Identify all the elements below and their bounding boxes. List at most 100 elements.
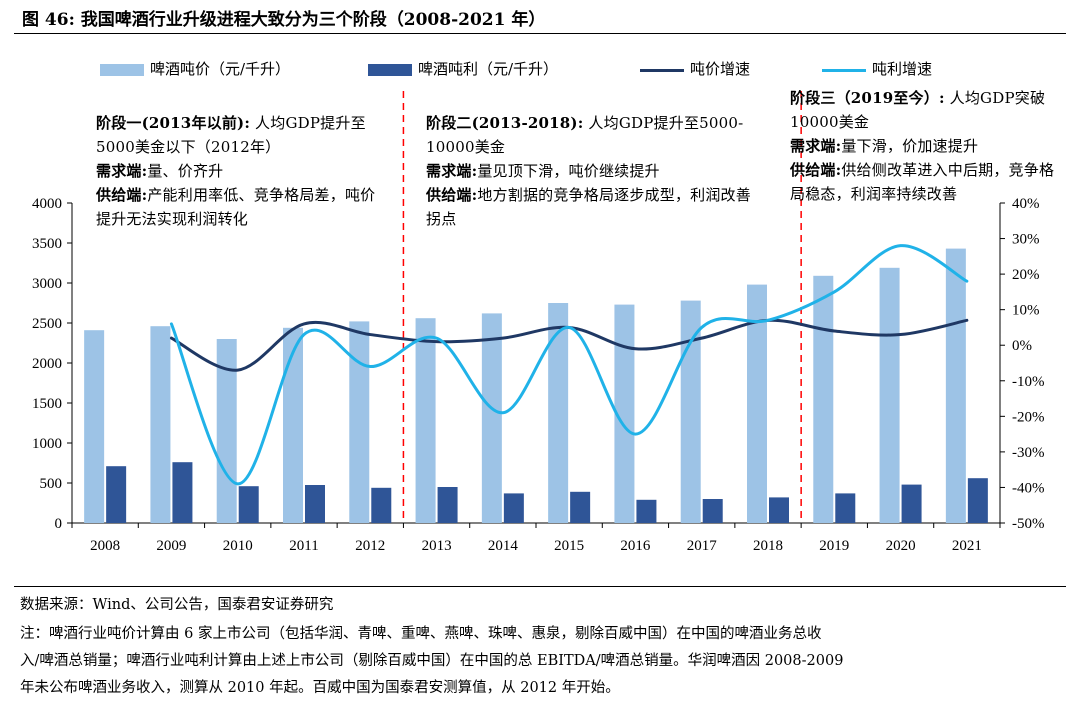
x-tick-label: 2012	[355, 538, 385, 554]
legend-label-profit-bar: 啤酒吨利（元/千升）	[418, 60, 559, 78]
price-bar	[481, 313, 502, 523]
stage-2-demand-text: 量见顶下滑，吨价继续提升	[477, 162, 660, 180]
stage-1-demand-label: 需求端:	[96, 162, 148, 180]
x-tick-label: 2008	[90, 538, 120, 554]
price-bar	[283, 327, 303, 523]
note-line-1: 注：啤酒行业吨价计算由 6 家上市公司（包括华润、青啤、重啤、燕啤、珠啤、惠泉，…	[20, 626, 822, 642]
x-tick-label: 2020	[886, 538, 916, 554]
stage-2-header-rest: 人均GDP提升至5000-10000美金	[426, 114, 744, 156]
legend-label-profit-growth: 吨利增速	[872, 60, 933, 78]
stage-3-demand-text: 量下滑，价加速提升	[841, 137, 979, 155]
stage-3-header: 阶段三（2019至今）:	[790, 89, 945, 107]
x-tick-label: 2010	[223, 538, 253, 554]
right-tick-label: 10%	[1012, 303, 1040, 319]
x-tick-label: 2011	[289, 538, 318, 554]
profit-bar	[702, 499, 723, 523]
left-tick-label: 3500	[32, 236, 62, 252]
right-tick-label: 0%	[1012, 338, 1032, 354]
profit-bar	[437, 487, 458, 523]
legend-swatch-profit-bar	[368, 64, 412, 76]
stage-1-header-rest: 人均GDP提升至5000美金以下（2012年）	[96, 114, 366, 156]
x-tick-label: 2014	[488, 538, 519, 554]
stage-3-supply-label: 供给端:	[790, 161, 842, 179]
profit-bar	[106, 466, 127, 523]
profit-bar	[172, 462, 193, 523]
data-source: 数据来源：Wind、公司公告，国泰君安证券研究	[20, 597, 334, 613]
stage-1-note: 阶段一(2013年以前): 人均GDP提升至5000美金以下（2012年） 需求…	[96, 111, 388, 231]
page-title: 图 46: 我国啤酒行业升级进程大致分为三个阶段（2008-2021 年）	[22, 10, 546, 30]
left-tick-label: 2500	[32, 316, 62, 332]
stage-2-supply-text: 地方割据的竞争格局逐步成型，利润改善拐点	[426, 186, 751, 228]
price-bar	[945, 248, 966, 523]
price-bar	[349, 321, 370, 523]
profit-bar	[371, 487, 392, 523]
note-line-3: 年未公布啤酒业务收入，测算从 2010 年起。百威中国为国泰君安测算值，从 20…	[20, 680, 620, 696]
x-tick-label: 2019	[819, 538, 849, 554]
left-tick-label: 2000	[32, 356, 62, 372]
stage-2-supply-label: 供给端:	[426, 186, 478, 204]
chart: 0 500 1000 1500 2000 2500 3000 3500 4000 -50% -40%…	[32, 91, 1045, 554]
legend-swatch-profit-growth	[822, 69, 866, 72]
stage-3-demand-label: 需求端:	[790, 137, 842, 155]
legend-label-price-bar: 啤酒吨价（元/千升）	[150, 60, 291, 78]
stage-1-supply-text: 产能利用率低、竞争格局差，吨价提升无法实现利润转化	[96, 186, 376, 228]
stage-3-note: 阶段三（2019至今）: 人均GDP突破10000美金 需求端:量下滑，价加速提…	[790, 86, 1058, 206]
profit-bar	[305, 485, 325, 523]
profit-bar	[503, 493, 524, 523]
profit-bar	[901, 484, 922, 523]
left-tick-label: 3000	[32, 276, 62, 292]
x-tick-label: 2009	[156, 538, 186, 554]
right-tick-label: -20%	[1012, 409, 1045, 425]
right-tick-label: 40%	[1012, 196, 1040, 212]
stage-2-demand-label: 需求端:	[426, 162, 478, 180]
price-bar	[415, 318, 436, 523]
right-tick-label: -40%	[1012, 480, 1045, 496]
x-tick-label: 2013	[422, 538, 452, 554]
left-tick-label: 0	[55, 516, 63, 532]
profit-bar	[570, 491, 591, 523]
x-tick-label: 2016	[620, 538, 651, 554]
stage-1-supply-label: 供给端:	[96, 186, 148, 204]
x-tick-label: 2018	[753, 538, 783, 554]
profit-bar	[835, 493, 856, 523]
left-tick-label: 1500	[32, 396, 62, 412]
left-tick-label: 500	[40, 476, 63, 492]
stage-2-note: 阶段二(2013-2018): 人均GDP提升至5000-10000美金 需求端…	[426, 111, 756, 231]
price-bar	[813, 275, 834, 523]
x-tick-label: 2017	[687, 538, 718, 554]
right-tick-label: -10%	[1012, 374, 1045, 390]
stage-1-header: 阶段一(2013年以前):	[96, 114, 251, 132]
price-bar	[548, 303, 569, 523]
price-bar	[150, 326, 171, 523]
price-bar	[879, 267, 900, 523]
top-rule	[14, 33, 1066, 34]
legend-swatch-price-growth	[640, 69, 684, 72]
profit-bar	[769, 497, 789, 523]
stage-3-supply-text: 供给侧改革进入中后期，竞争格局稳态，利润率持续改善	[790, 161, 1055, 203]
stage-2-header: 阶段二(2013-2018):	[426, 114, 584, 132]
left-tick-label: 4000	[32, 196, 62, 212]
left-tick-label: 1000	[32, 436, 62, 452]
stage-3-header-rest: 人均GDP突破10000美金	[790, 89, 1046, 131]
bottom-rule	[14, 586, 1066, 587]
x-tick-label: 2021	[952, 538, 982, 554]
legend-swatch-price-bar	[100, 64, 144, 76]
profit-bar	[967, 478, 988, 523]
right-tick-label: -30%	[1012, 445, 1045, 461]
price-bar	[747, 284, 767, 523]
legend-label-price-growth: 吨价增速	[690, 60, 751, 78]
price-bar	[216, 339, 237, 523]
right-tick-label: 20%	[1012, 267, 1040, 283]
note-line-2: 入/啤酒总销量；啤酒行业吨利计算由上述上市公司（剔除百威中国）在中国的总 EBI…	[20, 653, 844, 669]
profit-bar	[636, 499, 657, 523]
right-tick-label: -50%	[1012, 516, 1045, 532]
profit-growth-line	[169, 244, 969, 486]
right-tick-label: 30%	[1012, 232, 1040, 248]
price-bar	[614, 304, 635, 523]
price-bar	[680, 300, 701, 523]
stage-1-demand-text: 量、价齐升	[147, 162, 224, 180]
profit-bar	[238, 486, 259, 523]
x-tick-label: 2015	[554, 538, 584, 554]
price-bar	[84, 330, 105, 523]
